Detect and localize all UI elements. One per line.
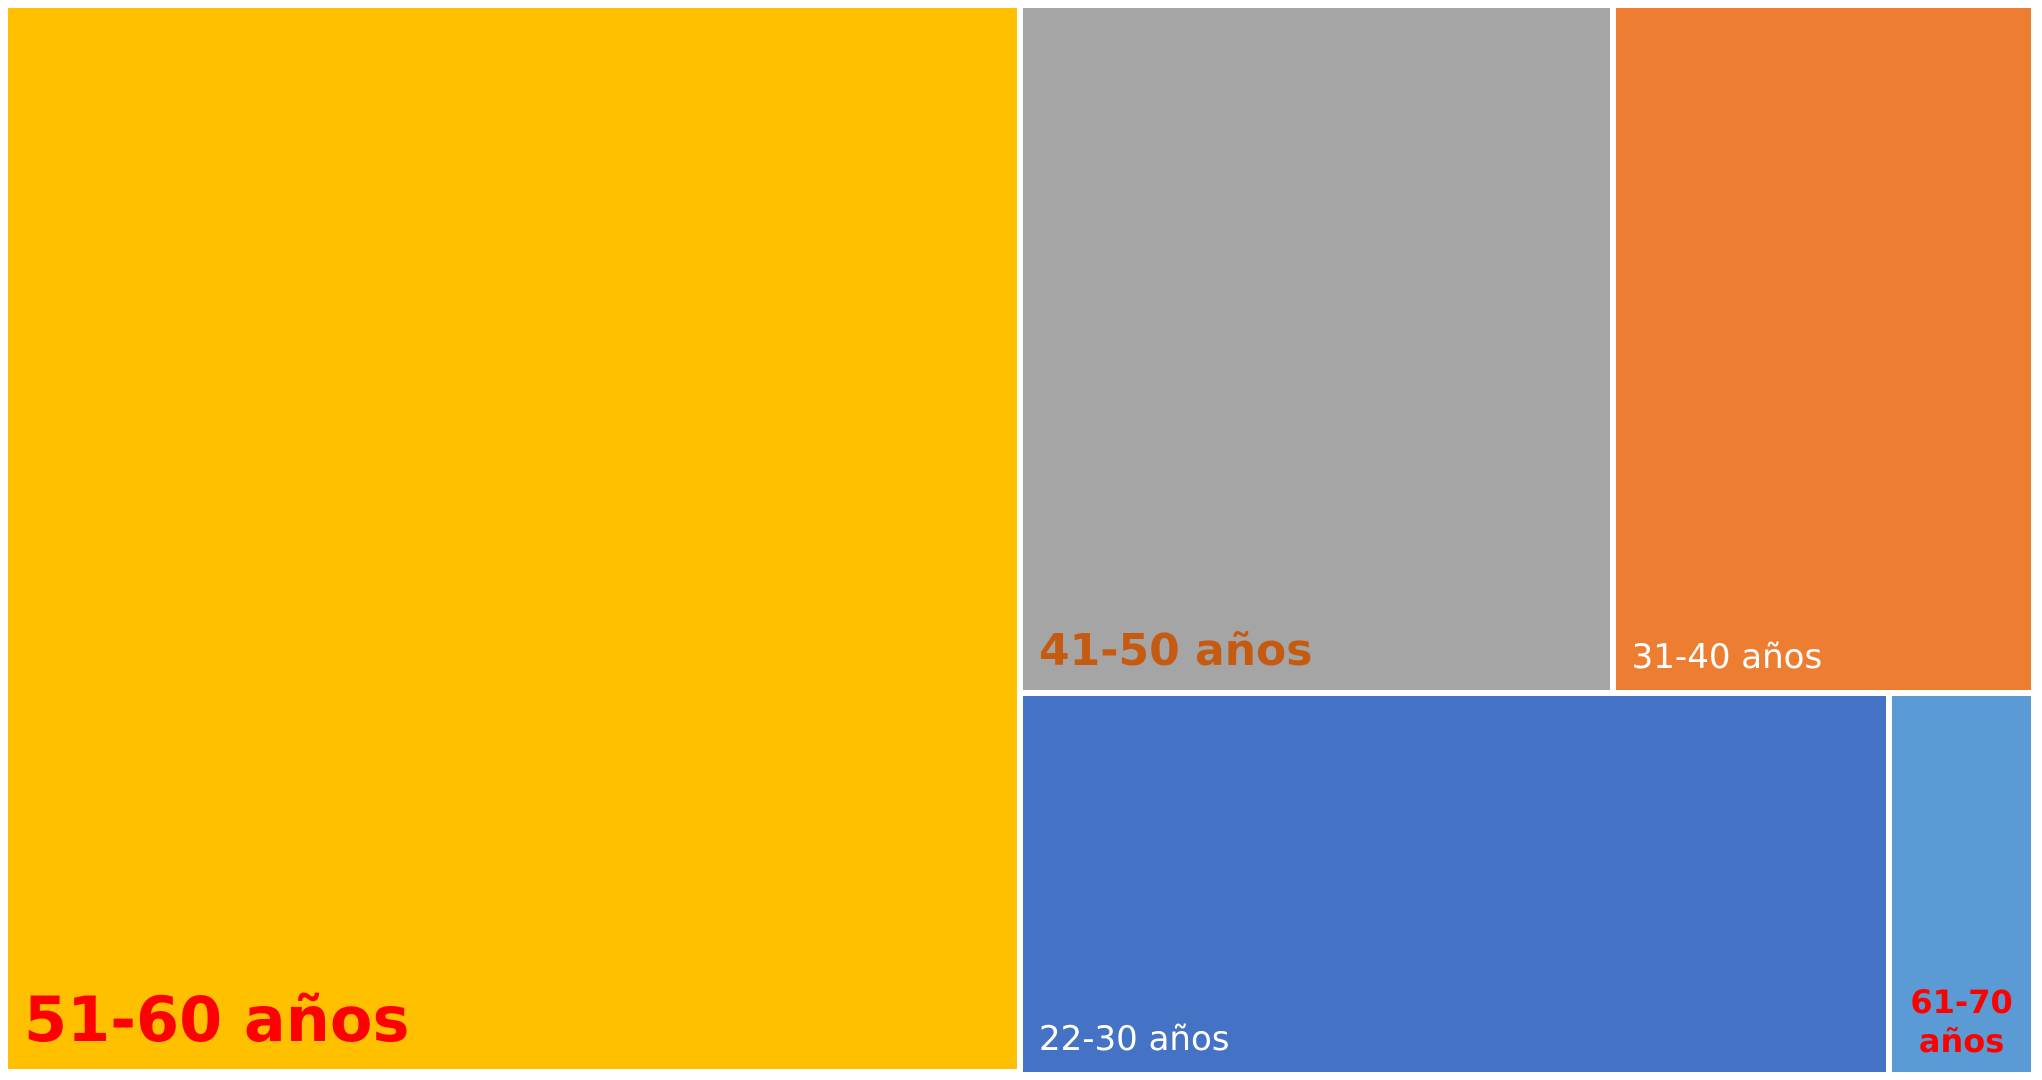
- tile-label-51-60: 51-60 años: [24, 982, 410, 1056]
- tile-51-60: 51-60 años: [8, 8, 1017, 1069]
- tile-22-30: 22-30 años: [1022, 695, 1887, 1072]
- tile-41-50: 41-50 años: [1022, 8, 1610, 690]
- tile-label-61-70: 61-70 años: [1910, 983, 2013, 1060]
- tile-label-22-30: 22-30 años: [1038, 1019, 1230, 1060]
- tile-31-40: 31-40 años: [1615, 8, 2031, 690]
- tile-label-31-40: 31-40 años: [1631, 637, 1823, 678]
- tile-61-70: 61-70 años: [1892, 695, 2031, 1072]
- tile-label-41-50: 41-50 años: [1038, 625, 1313, 677]
